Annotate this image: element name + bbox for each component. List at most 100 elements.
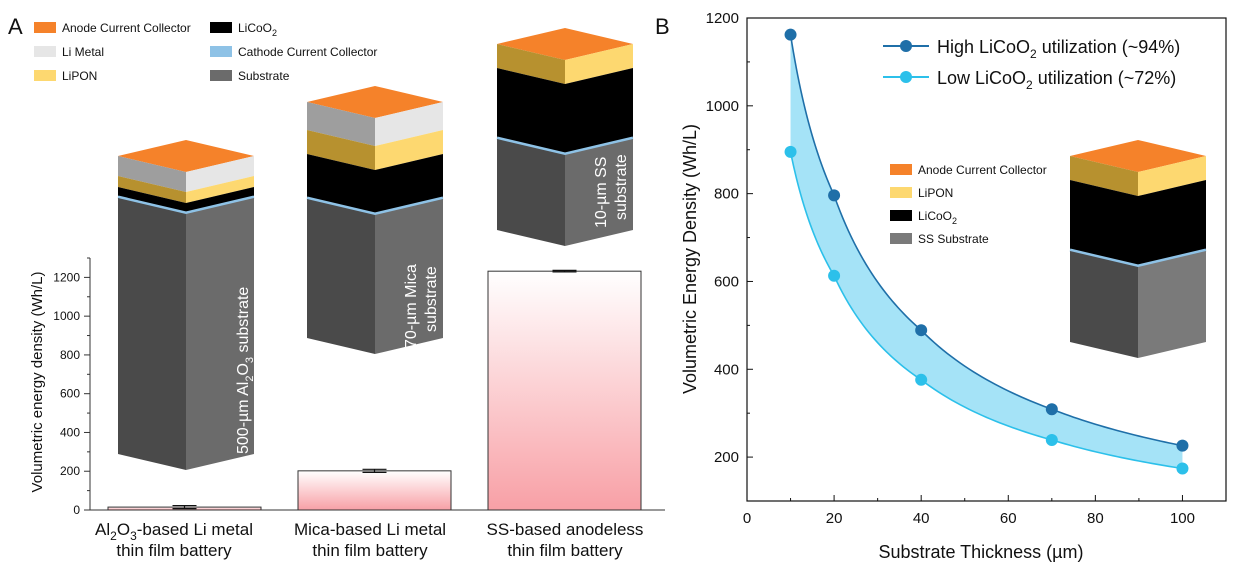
chart-b-point-s1-2 bbox=[828, 189, 841, 202]
chart-b-point-s2-1 bbox=[784, 145, 797, 158]
stack-ss-lipon-left bbox=[497, 44, 565, 84]
chart-b-x-tick-label: 0 bbox=[743, 510, 751, 527]
stack-al2o3-limetal-right bbox=[186, 156, 254, 192]
legend-b-label-low: Low LiCoO2 utilization (~72%) bbox=[937, 68, 1176, 92]
panel-a-legend: Anode Current Collector Li Metal LiPON L… bbox=[34, 21, 377, 83]
chart-a-y-tick-label: 600 bbox=[60, 387, 80, 401]
chart-a-category-3-line1: SS-based anodeless bbox=[487, 520, 644, 539]
stack-al2o3-limetal-left bbox=[118, 156, 186, 192]
stack-al2o3-substrate-left bbox=[118, 198, 186, 470]
stack-ss-substrate-right bbox=[565, 139, 633, 246]
legend-a-swatch-substrate bbox=[210, 70, 232, 81]
chart-b-y-tick-label: 800 bbox=[714, 186, 739, 203]
chart-b-x-tick-label: 20 bbox=[826, 510, 843, 527]
panel-b-legend: High LiCoO2 utilization (~94%) Low LiCoO… bbox=[883, 37, 1180, 92]
stack-mica-cathode bbox=[306, 196, 444, 216]
chart-b-x-tick-label: 40 bbox=[913, 510, 930, 527]
stack-al2o3-licoo2-right bbox=[186, 187, 254, 212]
stack-al2o3-lipon-left bbox=[118, 176, 186, 203]
chart-b-x-tick-label: 60 bbox=[1000, 510, 1017, 527]
legend-b-swatch-ss bbox=[890, 233, 912, 244]
chart-b-point-s1-4 bbox=[1045, 403, 1058, 416]
chart-a-y-tick-label: 400 bbox=[60, 425, 80, 439]
stack-al2o3-cathode bbox=[117, 195, 255, 215]
stack-b-cathode bbox=[1069, 248, 1207, 268]
stack-ss-lipon-right bbox=[565, 44, 633, 84]
panel-a-letter: A bbox=[8, 14, 23, 39]
stack-b-substrate-left bbox=[1070, 251, 1138, 358]
chart-b-y-tick-label: 200 bbox=[714, 449, 739, 466]
stack-ss-label-line1: 10-µm SS bbox=[593, 157, 610, 228]
chart-b-point-s1-3 bbox=[915, 324, 928, 337]
stack-ss-licoo2-right bbox=[565, 68, 633, 154]
chart-b-point-s2-2 bbox=[828, 269, 841, 282]
legend-a-label-licoo2: LiCoO2 bbox=[238, 21, 277, 38]
stack-al2o3-label: 500-µm Al2O3 substrate bbox=[235, 287, 256, 454]
stack-mica: 70-µm Mica substrate bbox=[306, 86, 444, 354]
chart-a-category-1-line1: Al2O3-based Li metal bbox=[95, 520, 253, 543]
legend-b-label-licoo2: LiCoO2 bbox=[918, 209, 957, 226]
chart-b-y-tick-label: 1000 bbox=[706, 98, 739, 115]
legend-b-marker-low bbox=[900, 71, 912, 83]
chart-a-category-1: Al2O3-based Li metal thin film battery bbox=[95, 520, 253, 560]
legend-a-swatch-lipon bbox=[34, 70, 56, 81]
stack-ss: 10-µm SS substrate bbox=[496, 28, 634, 246]
chart-b-y-tick-label: 1200 bbox=[706, 10, 739, 27]
panel-b: B Volumetric Energy Density (Wh/L) Subst… bbox=[655, 10, 1227, 562]
chart-b-point-s1-1 bbox=[784, 28, 797, 41]
stack-ss-label-line2: substrate bbox=[613, 154, 630, 220]
stack-mica-licoo2-left bbox=[307, 154, 375, 214]
chart-b-point-s2-3 bbox=[915, 373, 928, 386]
stack-b-licoo2-right bbox=[1138, 180, 1206, 266]
chart-b-point-s1-5 bbox=[1176, 439, 1189, 452]
stack-mica-substrate-right bbox=[375, 199, 443, 354]
legend-b-marker-high bbox=[900, 40, 912, 52]
legend-b-label-anode: Anode Current Collector bbox=[918, 163, 1047, 177]
chart-b-y-tick-label: 600 bbox=[714, 273, 739, 290]
legend-a-label-cathode: Cathode Current Collector bbox=[238, 45, 377, 59]
stack-al2o3: 500-µm Al2O3 substrate bbox=[117, 140, 256, 470]
stack-mica-label-line2: substrate bbox=[423, 266, 440, 332]
stack-al2o3-lipon-right bbox=[186, 176, 254, 203]
legend-b-swatch-licoo2 bbox=[890, 210, 912, 221]
stack-ss-licoo2-left bbox=[497, 68, 565, 154]
chart-a-y-axis-label: Volumetric energy density (Wh/L) bbox=[29, 272, 46, 493]
chart-b-point-s2-4 bbox=[1045, 433, 1058, 446]
bar-chart-a: Volumetric energy density (Wh/L) Al2O3-b… bbox=[29, 257, 665, 560]
stack-al2o3-licoo2-left bbox=[118, 187, 186, 212]
stack-ss-cathode bbox=[496, 136, 634, 156]
stack-ss-substrate-left bbox=[497, 139, 565, 246]
chart-b-point-s2-5 bbox=[1176, 462, 1189, 475]
stack-b-lipon-right bbox=[1138, 156, 1206, 196]
legend-a-label-lipon: LiPON bbox=[62, 69, 97, 83]
legend-a-label-li-metal: Li Metal bbox=[62, 45, 104, 59]
chart-b-y-axis-label: Volumetric Energy Density (Wh/L) bbox=[680, 124, 700, 394]
chart-b-y-tick-label: 400 bbox=[714, 361, 739, 378]
chart-a-y-tick-label: 0 bbox=[73, 503, 80, 517]
chart-b-x-tick-label: 80 bbox=[1087, 510, 1104, 527]
panel-b-letter: B bbox=[655, 14, 670, 39]
stack-mica-limetal-right bbox=[375, 102, 443, 146]
stack-mica-label-line1: 70-µm Mica bbox=[403, 264, 420, 348]
legend-b-label-lipon: LiPON bbox=[918, 186, 953, 200]
chart-a-y-tick-label: 1000 bbox=[53, 309, 80, 323]
chart-a-y-tick-label: 800 bbox=[60, 348, 80, 362]
chart-a-category-2-line1: Mica-based Li metal bbox=[294, 520, 446, 539]
legend-b-swatch-anode bbox=[890, 164, 912, 175]
legend-b-label-ss: SS Substrate bbox=[918, 232, 989, 246]
chart-a-category-3: SS-based anodeless thin film battery bbox=[487, 520, 644, 560]
chart-a-category-1-line2: thin film battery bbox=[116, 541, 232, 560]
legend-a-swatch-licoo2 bbox=[210, 22, 232, 33]
stack-mica-limetal-left bbox=[307, 102, 375, 146]
chart-b-x-tick-label: 100 bbox=[1170, 510, 1195, 527]
stack-al2o3-substrate-right bbox=[186, 198, 254, 470]
stack-b-lipon-left bbox=[1070, 156, 1138, 196]
chart-a-category-2-line2: thin film battery bbox=[312, 541, 428, 560]
chart-b-shaded-band bbox=[790, 34, 1183, 469]
chart-a-y-tick-label: 1200 bbox=[53, 270, 80, 284]
panel-a: A Anode Current Collector Li Metal LiPON… bbox=[8, 14, 665, 560]
legend-a-label-anode: Anode Current Collector bbox=[62, 21, 191, 35]
stack-mica-lipon-right bbox=[375, 130, 443, 170]
stack-mica-licoo2-right bbox=[375, 154, 443, 214]
